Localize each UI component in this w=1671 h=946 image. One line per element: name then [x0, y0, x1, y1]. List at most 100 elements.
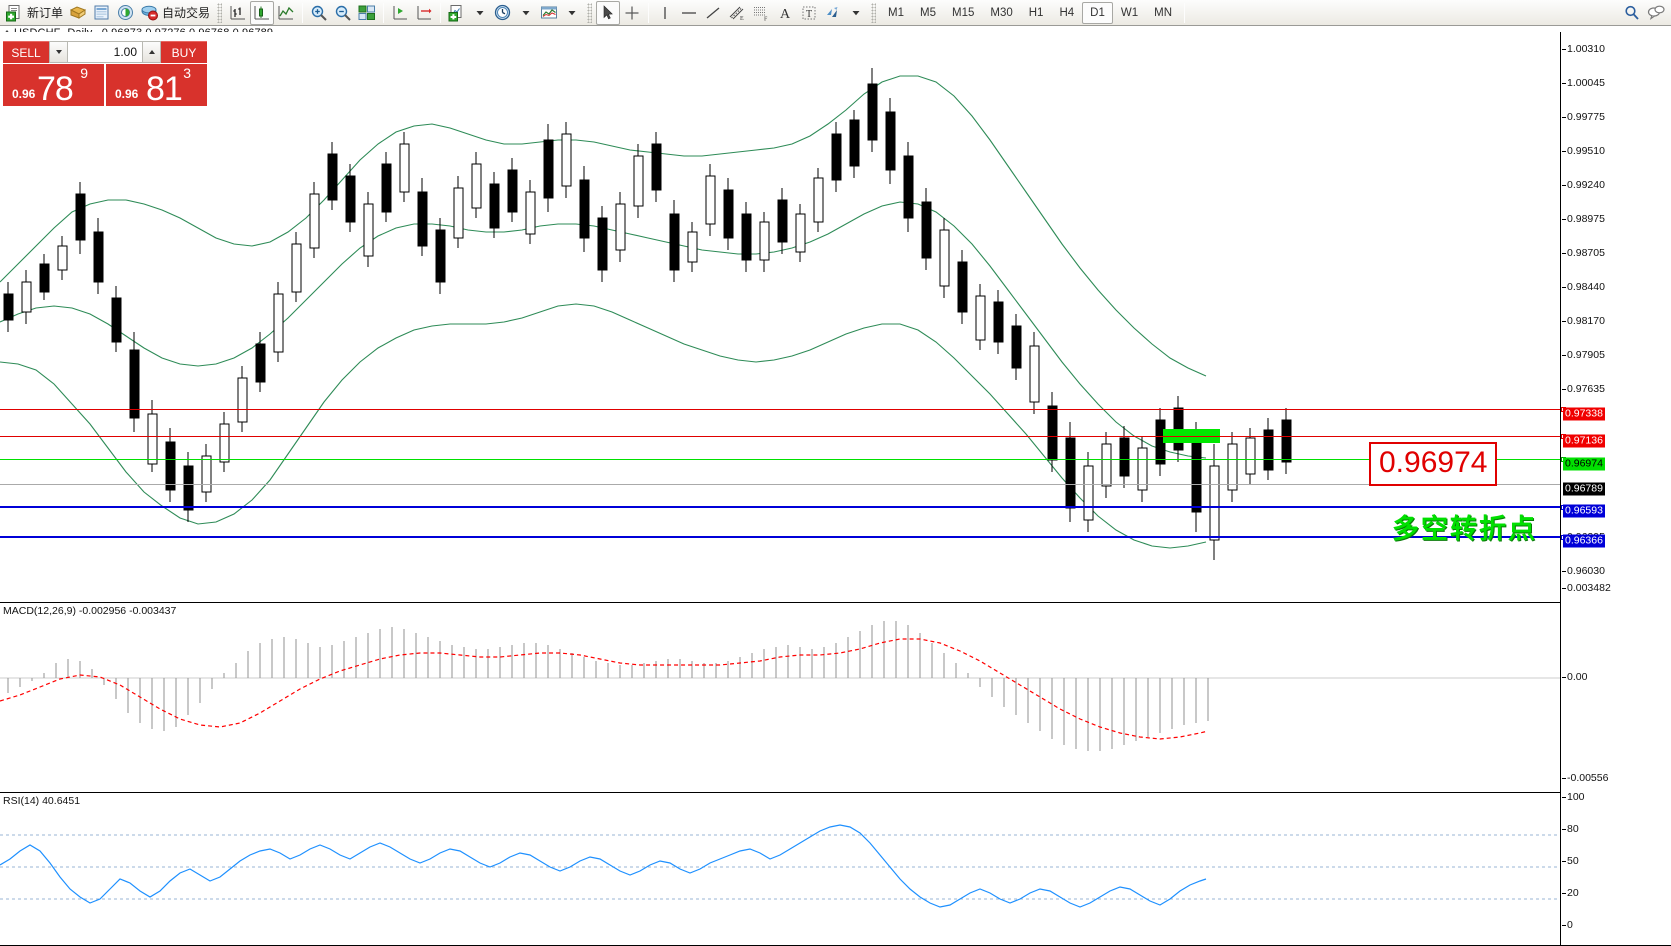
equidistant-channel-button[interactable]: E	[725, 1, 749, 25]
bar-chart-icon	[230, 5, 246, 19]
price-annotation-box[interactable]: 0.96974	[1369, 442, 1498, 486]
navigator-icon	[118, 4, 134, 20]
chevron-down-icon	[55, 50, 62, 54]
auto-scroll-button[interactable]	[412, 1, 436, 25]
timeframe-m5[interactable]: M5	[920, 6, 936, 19]
zoom-out-button[interactable]	[331, 1, 355, 25]
toolbar-grip-3[interactable]	[871, 2, 877, 23]
navigator-button[interactable]	[114, 1, 138, 25]
level-line-097338[interactable]	[0, 407, 1566, 412]
volume-dropdown-button[interactable]	[50, 42, 68, 62]
chevron-down-icon	[476, 10, 484, 15]
bar-chart-button[interactable]	[226, 1, 250, 25]
sell-price-display[interactable]: 0.96 78 9	[3, 64, 104, 108]
period-button[interactable]	[491, 1, 515, 25]
text-button[interactable]: A	[773, 1, 797, 25]
chart-canvas[interactable]: USDCHF-,Daily 0.96873 0.97276 0.96768 0.…	[0, 27, 1671, 946]
new-chart-button[interactable]	[445, 1, 469, 25]
profiles-button[interactable]	[66, 1, 90, 25]
chat-button[interactable]	[1644, 1, 1668, 25]
price-pane[interactable]: 0.96974 多空转折点	[0, 32, 1566, 590]
timeframe-h4[interactable]: H4	[1059, 6, 1075, 19]
period-dropdown[interactable]	[515, 1, 537, 25]
macd-pane[interactable]: MACD(12,26,9) -0.002956 -0.003437	[0, 602, 1560, 790]
macd-y-tick: 0.00	[1561, 671, 1588, 683]
y-tick: 1.00310	[1562, 43, 1605, 55]
shift-end-button[interactable]	[388, 1, 412, 25]
cursor-button[interactable]	[596, 0, 621, 25]
y-tick: 0.98705	[1562, 247, 1605, 259]
trendline-button[interactable]	[701, 1, 725, 25]
zoom-in-button[interactable]	[307, 1, 331, 25]
shift-end-icon	[393, 5, 408, 19]
price-axis[interactable]: 1.00310 1.00045 0.99775 0.99510 0.99240 …	[1560, 32, 1671, 945]
y-tick: 0.97635	[1562, 383, 1605, 395]
tile-windows-icon	[358, 5, 376, 20]
volume-input[interactable]: 1.00	[68, 42, 142, 62]
objects-dropdown[interactable]	[845, 1, 867, 25]
tile-windows-button[interactable]	[355, 1, 379, 25]
toolbar-grip[interactable]	[217, 2, 223, 23]
rsi-line	[0, 824, 1207, 908]
rsi-chart-svg	[0, 824, 1560, 908]
text-label-icon: T	[802, 6, 816, 20]
level-chip-support-2[interactable]: 0.96366	[1563, 534, 1605, 548]
timeframe-m30[interactable]: M30	[990, 6, 1013, 19]
level-line-096366[interactable]	[0, 535, 1566, 540]
new-order-button[interactable]: 新订单	[3, 1, 66, 25]
timeframe-d1[interactable]: D1	[1082, 1, 1113, 24]
rsi-y-tick: 0	[1562, 919, 1573, 931]
sell-button[interactable]: SELL	[3, 41, 49, 63]
buy-price-display[interactable]: 0.96 81 3	[106, 64, 207, 108]
level-chip-pivot[interactable]: 0.96974	[1563, 457, 1605, 471]
y-tick: 0.99240	[1562, 179, 1605, 191]
chat-icon	[1647, 5, 1665, 20]
volume-increment-button[interactable]	[142, 42, 160, 62]
buy-price-prefix: 0.96	[115, 87, 139, 101]
buy-price-big: 81	[146, 70, 183, 108]
main-toolbar: 新订单	[0, 0, 1671, 26]
one-click-trading-panel[interactable]: SELL 1.00 BUY 0.96 78 9	[3, 41, 207, 108]
candlestick-chart-button[interactable]	[250, 0, 275, 25]
toolbar-grip-2[interactable]	[587, 2, 593, 23]
autotrade-button[interactable]: 自动交易	[138, 1, 213, 25]
timeframe-m1[interactable]: M1	[888, 6, 905, 19]
svg-text:A: A	[780, 7, 791, 22]
search-button[interactable]	[1620, 1, 1644, 25]
horizontal-line-icon	[682, 11, 697, 14]
horizontal-line-button[interactable]	[677, 1, 701, 25]
line-chart-icon	[278, 5, 294, 19]
turning-point-annotation[interactable]: 多空转折点	[1392, 514, 1537, 544]
y-tick: 0.99775	[1562, 111, 1605, 123]
timeframe-w1[interactable]: W1	[1120, 6, 1139, 19]
level-line-096974[interactable]	[0, 457, 1566, 462]
text-label-button[interactable]: T	[797, 1, 821, 25]
rsi-label: RSI(14) 40.6451	[3, 795, 81, 807]
level-chip-resistance-2[interactable]: 0.97136	[1563, 434, 1605, 448]
crosshair-button[interactable]	[620, 1, 644, 25]
candlestick-icon	[254, 5, 270, 19]
timeframe-h1[interactable]: H1	[1028, 6, 1044, 19]
vertical-line-button[interactable]	[653, 1, 677, 25]
buy-button[interactable]: BUY	[161, 41, 207, 63]
new-order-label: 新订单	[27, 6, 64, 20]
level-chip-support-1[interactable]: 0.96593	[1563, 504, 1605, 518]
timeframe-mn[interactable]: MN	[1154, 6, 1172, 19]
market-watch-button[interactable]	[90, 1, 114, 25]
level-chip-resistance-1[interactable]: 0.97338	[1563, 407, 1605, 421]
indicators-dropdown[interactable]	[561, 1, 583, 25]
level-line-097136[interactable]	[0, 434, 1566, 439]
indicators-button[interactable]	[537, 1, 561, 25]
level-line-096593[interactable]	[0, 505, 1566, 510]
fibonacci-button[interactable]: F	[749, 1, 773, 25]
y-tick: 0.98975	[1562, 213, 1605, 225]
rsi-y-tick: 80	[1562, 823, 1579, 835]
new-chart-dropdown[interactable]	[469, 1, 491, 25]
timeframe-m15[interactable]: M15	[952, 6, 975, 19]
rsi-pane[interactable]: RSI(14) 40.6451	[0, 792, 1560, 945]
y-tick: 0.98440	[1562, 281, 1605, 293]
objects-button[interactable]	[821, 1, 845, 25]
volume-control[interactable]: 1.00	[49, 41, 161, 63]
equidistant-channel-icon: E	[729, 6, 744, 22]
line-chart-button[interactable]	[274, 1, 298, 25]
